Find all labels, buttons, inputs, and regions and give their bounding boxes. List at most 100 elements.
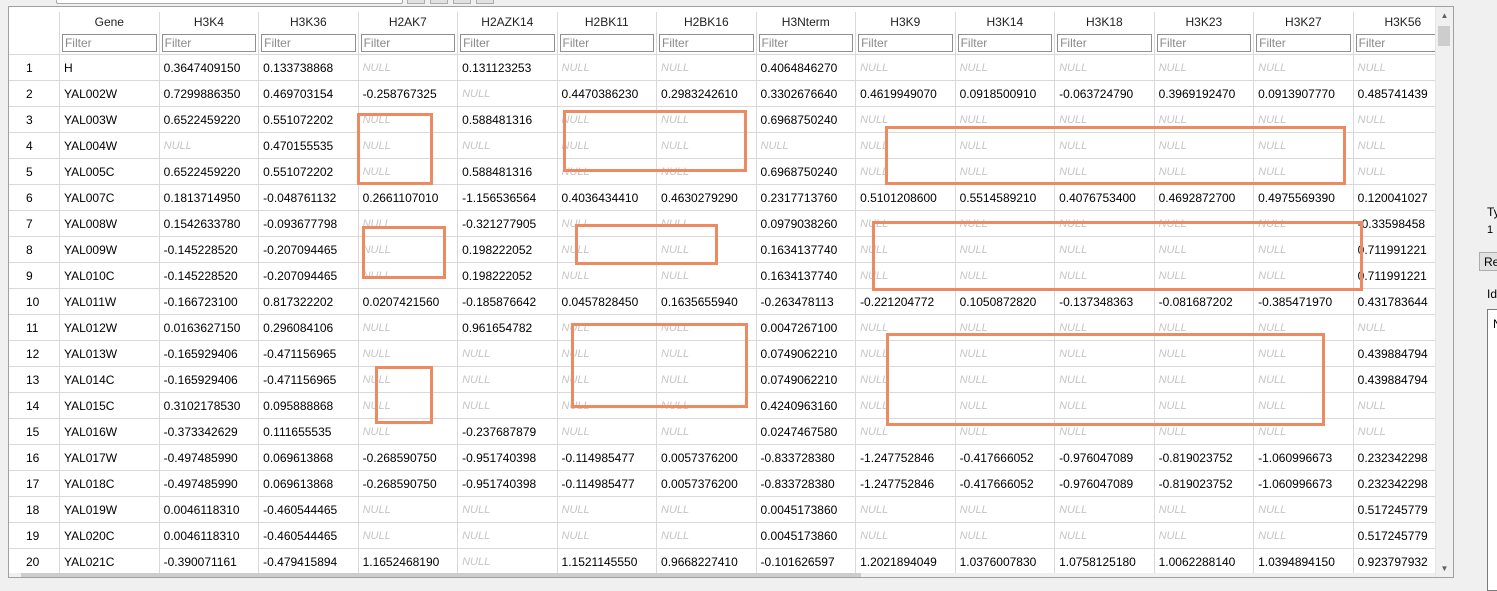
cell-h3k4[interactable]: -0.166723100 (159, 288, 260, 315)
cell-h3k36[interactable]: 0.069613868 (258, 470, 359, 497)
table-row[interactable]: 8 YAL009W -0.145228520 -0.207094465 NULL 0.19… (9, 236, 1453, 263)
cell-h2ak7[interactable]: 0.2661107010 (358, 184, 459, 211)
side-panel-button[interactable]: Re (1479, 252, 1497, 271)
cell-h3k36[interactable]: 0.469703154 (258, 80, 359, 107)
cell-h3k18[interactable]: NULL (1054, 106, 1155, 133)
side-text-area[interactable]: N (1487, 309, 1497, 591)
cell-h2bk16[interactable]: 0.9668227410 (656, 548, 757, 575)
cell-h3k9[interactable]: NULL (855, 132, 956, 159)
cell-h2bk16[interactable]: NULL (656, 340, 757, 367)
cell-h2ak7[interactable]: NULL (358, 340, 459, 367)
cell-h3k14[interactable]: 1.0376007830 (955, 548, 1056, 575)
table-row[interactable]: 16 YAL017W -0.497485990 0.069613868 -0.26859… (9, 444, 1453, 471)
column-header-h3nterm[interactable]: H3Nterm (756, 12, 857, 31)
cell-h3nterm[interactable]: 0.0047267100 (756, 314, 857, 341)
cell-h2azk14[interactable]: -0.951740398 (457, 444, 558, 471)
column-header-h2bk11[interactable]: H2BK11 (557, 12, 658, 31)
cell-gene[interactable]: H (59, 54, 160, 81)
cell-h3k18[interactable]: NULL (1054, 210, 1155, 237)
cell-h2azk14[interactable]: 0.131123253 (457, 54, 558, 81)
filter-input-h3k14[interactable]: Filter (957, 33, 1053, 52)
cell-h3k9[interactable]: NULL (855, 392, 956, 419)
cell-h3nterm[interactable]: NULL (756, 132, 857, 159)
cell-h2ak7[interactable]: NULL (358, 54, 459, 81)
cell-h2bk11[interactable]: NULL (557, 132, 658, 159)
cell-h3k18[interactable]: NULL (1054, 158, 1155, 185)
cell-h3k36[interactable]: 0.095888868 (258, 392, 359, 419)
table-row[interactable]: 4 YAL004W NULL 0.470155535 NULL NULL NULL NULL N… (9, 132, 1453, 159)
cell-h3k23[interactable]: 0.3969192470 (1154, 80, 1255, 107)
cell-h3k23[interactable]: 0.4692872700 (1154, 184, 1255, 211)
cell-gene[interactable]: YAL004W (59, 132, 160, 159)
table-row[interactable]: 6 YAL007C 0.1813714950 -0.048761132 0.266110… (9, 184, 1453, 211)
cell-h2ak7[interactable]: NULL (358, 522, 459, 549)
cell-h3k9[interactable]: 0.4619949070 (855, 80, 956, 107)
cell-h3k18[interactable]: -0.063724790 (1054, 80, 1155, 107)
column-header-h3k18[interactable]: H3K18 (1054, 12, 1155, 31)
cell-h2azk14[interactable]: -1.156536564 (457, 184, 558, 211)
cell-h3k36[interactable]: 0.817322202 (258, 288, 359, 315)
cell-h3k14[interactable]: NULL (955, 236, 1056, 263)
cell-h3k14[interactable]: -0.417666052 (955, 444, 1056, 471)
table-row[interactable]: 14 YAL015C 0.3102178530 0.095888868 NULL NULL… (9, 392, 1453, 419)
cell-h3nterm[interactable]: -0.833728380 (756, 470, 857, 497)
cell-h3k9[interactable]: NULL (855, 496, 956, 523)
cell-h2ak7[interactable]: NULL (358, 366, 459, 393)
cell-h3nterm[interactable]: 0.0749062210 (756, 340, 857, 367)
cell-h3k14[interactable]: 0.1050872820 (955, 288, 1056, 315)
cell-h3k4[interactable]: 0.6522459220 (159, 106, 260, 133)
column-header-h2bk16[interactable]: H2BK16 (656, 12, 757, 31)
cell-h2azk14[interactable]: NULL (457, 548, 558, 575)
cell-h3k23[interactable]: NULL (1154, 106, 1255, 133)
cell-h3k4[interactable]: -0.165929406 (159, 340, 260, 367)
table-row[interactable]: 12 YAL013W -0.165929406 -0.471156965 NULL NUL… (9, 340, 1453, 367)
cell-h3k18[interactable]: NULL (1054, 54, 1155, 81)
filter-input-h2bk11[interactable]: Filter (559, 33, 655, 52)
cell-h2bk16[interactable]: NULL (656, 392, 757, 419)
table-row[interactable]: 7 YAL008W 0.1542633780 -0.093677798 NULL -0.3… (9, 210, 1453, 237)
horizontal-scrollbar[interactable] (9, 573, 1435, 577)
column-header-h3k9[interactable]: H3K9 (855, 12, 956, 31)
cell-h2azk14[interactable]: 0.198222052 (457, 236, 558, 263)
cell-h2bk11[interactable]: NULL (557, 392, 658, 419)
column-header-h3k27[interactable]: H3K27 (1253, 12, 1354, 31)
filter-input-h3k18[interactable]: Filter (1057, 33, 1152, 52)
cell-h2bk16[interactable]: NULL (656, 418, 757, 445)
cell-h3k27[interactable]: NULL (1253, 496, 1354, 523)
cell-h3k23[interactable]: NULL (1154, 158, 1255, 185)
cell-h3k9[interactable]: NULL (855, 106, 956, 133)
cell-h2azk14[interactable]: NULL (457, 522, 558, 549)
cell-h2bk11[interactable]: NULL (557, 522, 658, 549)
cell-h3k23[interactable]: -0.081687202 (1154, 288, 1255, 315)
cell-h3k27[interactable]: NULL (1253, 210, 1354, 237)
table-row[interactable]: 18 YAL019W 0.0046118310 -0.460544465 NULL NUL… (9, 496, 1453, 523)
table-row[interactable]: 5 YAL005C 0.6522459220 0.551072202 NULL 0.588… (9, 158, 1453, 185)
cell-gene[interactable]: YAL017W (59, 444, 160, 471)
cell-h3k9[interactable]: NULL (855, 340, 956, 367)
cell-h3k23[interactable]: NULL (1154, 314, 1255, 341)
cell-h3k36[interactable]: -0.207094465 (258, 262, 359, 289)
cell-h2ak7[interactable]: -0.268590750 (358, 470, 459, 497)
cell-gene[interactable]: YAL021C (59, 548, 160, 575)
cell-h3k14[interactable]: NULL (955, 54, 1056, 81)
cell-h3k36[interactable]: -0.479415894 (258, 548, 359, 575)
toolbar-button-1[interactable] (407, 0, 425, 4)
cell-h2azk14[interactable]: -0.185876642 (457, 288, 558, 315)
cell-h3k4[interactable]: 0.0046118310 (159, 496, 260, 523)
cell-h2bk16[interactable]: NULL (656, 366, 757, 393)
filter-input-h2azk14[interactable]: Filter (460, 33, 555, 52)
cell-h3k4[interactable]: 0.7299886350 (159, 80, 260, 107)
cell-h3k9[interactable]: -0.221204772 (855, 288, 956, 315)
cell-gene[interactable]: YAL012W (59, 314, 160, 341)
cell-h3nterm[interactable]: 0.0045173860 (756, 496, 857, 523)
cell-h2azk14[interactable]: NULL (457, 80, 558, 107)
cell-h3k23[interactable]: NULL (1154, 262, 1255, 289)
cell-h3nterm[interactable]: 0.1634137740 (756, 262, 857, 289)
cell-h3k4[interactable]: 0.1813714950 (159, 184, 260, 211)
cell-h2bk16[interactable]: NULL (656, 522, 757, 549)
cell-h3k4[interactable]: 0.3647409150 (159, 54, 260, 81)
cell-gene[interactable]: YAL007C (59, 184, 160, 211)
cell-h3k23[interactable]: NULL (1154, 132, 1255, 159)
cell-h2bk11[interactable]: 0.0457828450 (557, 288, 658, 315)
cell-h2azk14[interactable]: 0.588481316 (457, 158, 558, 185)
